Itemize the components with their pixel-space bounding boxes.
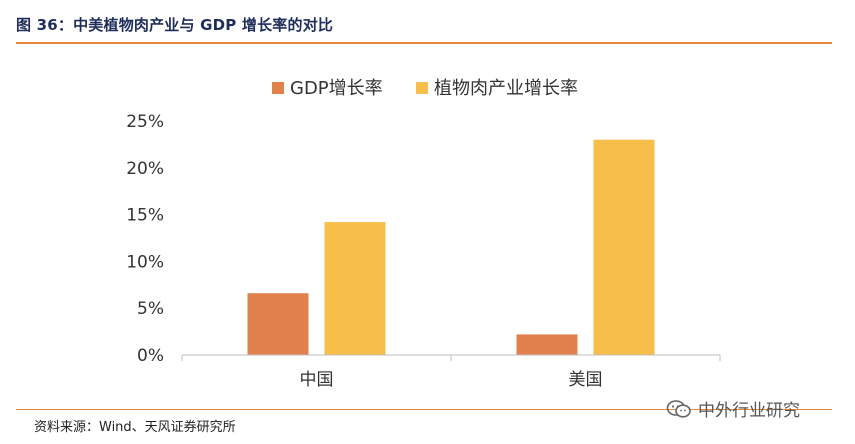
bars bbox=[247, 139, 655, 355]
title-rule bbox=[16, 42, 832, 44]
legend-label-2: 植物肉产业增长率 bbox=[434, 78, 578, 99]
y-tick-label: 25% bbox=[126, 112, 164, 132]
figure-title: 图 36：中美植物肉产业与 GDP 增长率的对比 bbox=[16, 16, 334, 34]
y-tick-label: 10% bbox=[126, 252, 164, 272]
y-tick-label: 5% bbox=[137, 299, 164, 319]
x-axis-ticks bbox=[181, 355, 721, 361]
category-label-2: 美国 bbox=[569, 370, 603, 390]
y-tick-label: 20% bbox=[126, 159, 164, 179]
legend-swatch-2 bbox=[416, 82, 428, 94]
legend: GDP增长率 植物肉产业增长率 bbox=[272, 78, 578, 99]
bar-gdp-2 bbox=[516, 334, 578, 355]
y-axis-ticks: 0% 5% 10% 15% 20% 25% bbox=[126, 112, 164, 366]
legend-swatch-1 bbox=[272, 82, 284, 94]
watermark: 中外行业研究 bbox=[666, 396, 800, 421]
source-note: 资料来源：Wind、天风证券研究所 bbox=[34, 420, 236, 435]
category-labels: 中国 美国 bbox=[300, 370, 603, 390]
y-tick-label: 0% bbox=[137, 346, 164, 366]
bar-plant-meat-1 bbox=[324, 222, 386, 355]
y-tick-label: 15% bbox=[126, 206, 164, 226]
bar-plant-meat-2 bbox=[593, 139, 655, 355]
wechat-icon bbox=[666, 399, 691, 418]
category-label-1: 中国 bbox=[300, 370, 334, 390]
watermark-text: 中外行业研究 bbox=[698, 401, 800, 421]
legend-label-1: GDP增长率 bbox=[290, 78, 383, 99]
bar-gdp-1 bbox=[247, 293, 309, 355]
source-rule bbox=[16, 409, 832, 410]
